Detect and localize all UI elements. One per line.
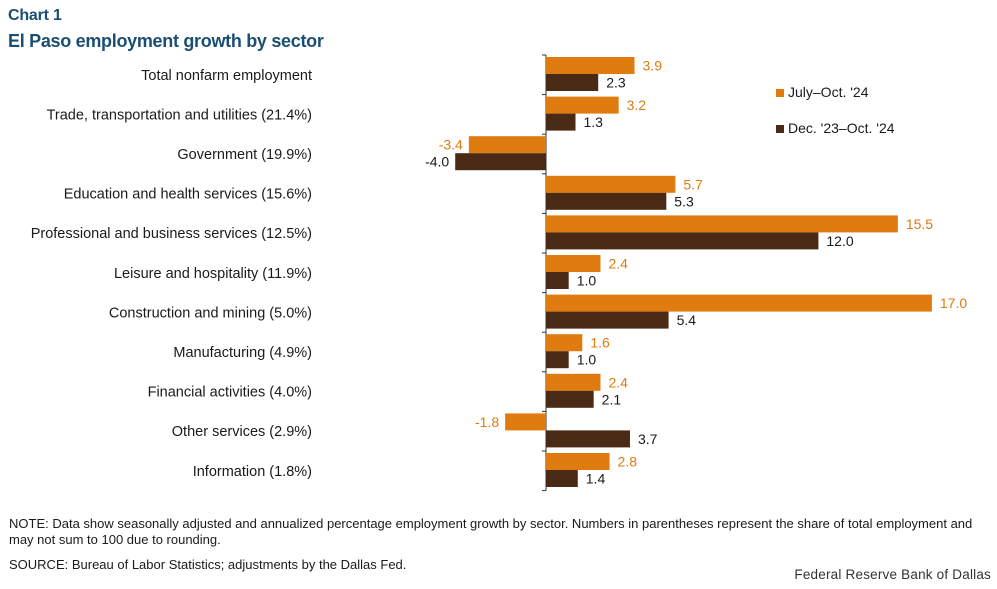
bar-july-oct-24 xyxy=(546,453,610,470)
category-label: Total nonfarm employment xyxy=(141,68,312,84)
data-label: 5.7 xyxy=(683,176,703,192)
category-label: Leisure and hospitality (11.9%) xyxy=(114,266,312,282)
legend-label: July–Oct. '24 xyxy=(788,84,869,100)
data-label: 2.4 xyxy=(608,374,628,390)
category-label: Education and health services (15.6%) xyxy=(64,187,312,203)
chart-title: El Paso employment growth by sector xyxy=(8,31,324,51)
bar-dec-23-oct-24 xyxy=(546,430,630,448)
data-label: 2.4 xyxy=(608,256,628,272)
legend-label: Dec. '23–Oct. '24 xyxy=(788,120,895,136)
bar-july-oct-24 xyxy=(546,373,601,391)
bar-dec-23-oct-24 xyxy=(546,113,576,131)
bar-dec-23-oct-24 xyxy=(546,390,594,408)
bar-july-oct-24 xyxy=(468,136,546,154)
chart-source: SOURCE: Bureau of Labor Statistics; adju… xyxy=(9,557,407,572)
legend-swatch xyxy=(776,89,784,97)
bar-dec-23-oct-24 xyxy=(546,74,599,91)
chart-note: NOTE: Data show seasonally adjusted and … xyxy=(9,516,973,547)
bar-july-oct-24 xyxy=(546,215,898,233)
bar-july-oct-24 xyxy=(505,413,546,431)
category-label: Government (19.9%) xyxy=(177,147,312,163)
bar-dec-23-oct-24 xyxy=(546,311,669,329)
bar-dec-23-oct-24 xyxy=(455,153,546,171)
category-label: Trade, transportation and utilities (21.… xyxy=(47,107,312,123)
data-label: 3.2 xyxy=(627,97,647,113)
data-label: -4.0 xyxy=(425,154,449,170)
data-label: -1.8 xyxy=(475,414,499,430)
bar-dec-23-oct-24 xyxy=(546,272,569,289)
category-label: Other services (2.9%) xyxy=(172,424,312,440)
bar-dec-23-oct-24 xyxy=(546,232,819,250)
category-label: Financial activities (4.0%) xyxy=(148,385,312,401)
data-label: 2.3 xyxy=(606,75,626,91)
bar-july-oct-24 xyxy=(546,255,601,272)
data-label: 1.0 xyxy=(577,352,597,368)
data-label: 1.3 xyxy=(584,114,604,130)
data-label: 17.0 xyxy=(940,295,967,311)
data-label: 1.4 xyxy=(586,471,606,487)
bar-dec-23-oct-24 xyxy=(546,192,667,210)
data-label: 2.8 xyxy=(618,454,638,470)
category-label: Construction and mining (5.0%) xyxy=(109,305,312,321)
bar-july-oct-24 xyxy=(546,334,583,352)
data-label: -3.4 xyxy=(439,137,463,153)
legend-swatch xyxy=(776,125,784,133)
category-label: Information (1.8%) xyxy=(193,464,312,480)
bar-dec-23-oct-24 xyxy=(546,351,569,369)
bar-july-oct-24 xyxy=(546,96,619,114)
data-label: 2.1 xyxy=(602,391,622,407)
data-label: 5.3 xyxy=(674,193,694,209)
category-label: Manufacturing (4.9%) xyxy=(173,345,312,361)
bar-dec-23-oct-24 xyxy=(546,470,578,487)
data-label: 15.5 xyxy=(906,216,933,232)
data-label: 3.9 xyxy=(643,58,663,74)
bar-july-oct-24 xyxy=(546,294,932,312)
data-label: 1.6 xyxy=(590,335,610,351)
data-label: 5.4 xyxy=(677,312,697,328)
data-label: 12.0 xyxy=(826,233,853,249)
bar-july-oct-24 xyxy=(546,175,676,193)
bar-july-oct-24 xyxy=(546,57,635,74)
chart-number-label: Chart 1 xyxy=(8,7,62,24)
data-label: 1.0 xyxy=(577,273,597,289)
data-label: 3.7 xyxy=(638,431,658,447)
publisher-credit: Federal Reserve Bank of Dallas xyxy=(794,567,991,582)
category-label: Professional and business services (12.5… xyxy=(31,226,312,242)
